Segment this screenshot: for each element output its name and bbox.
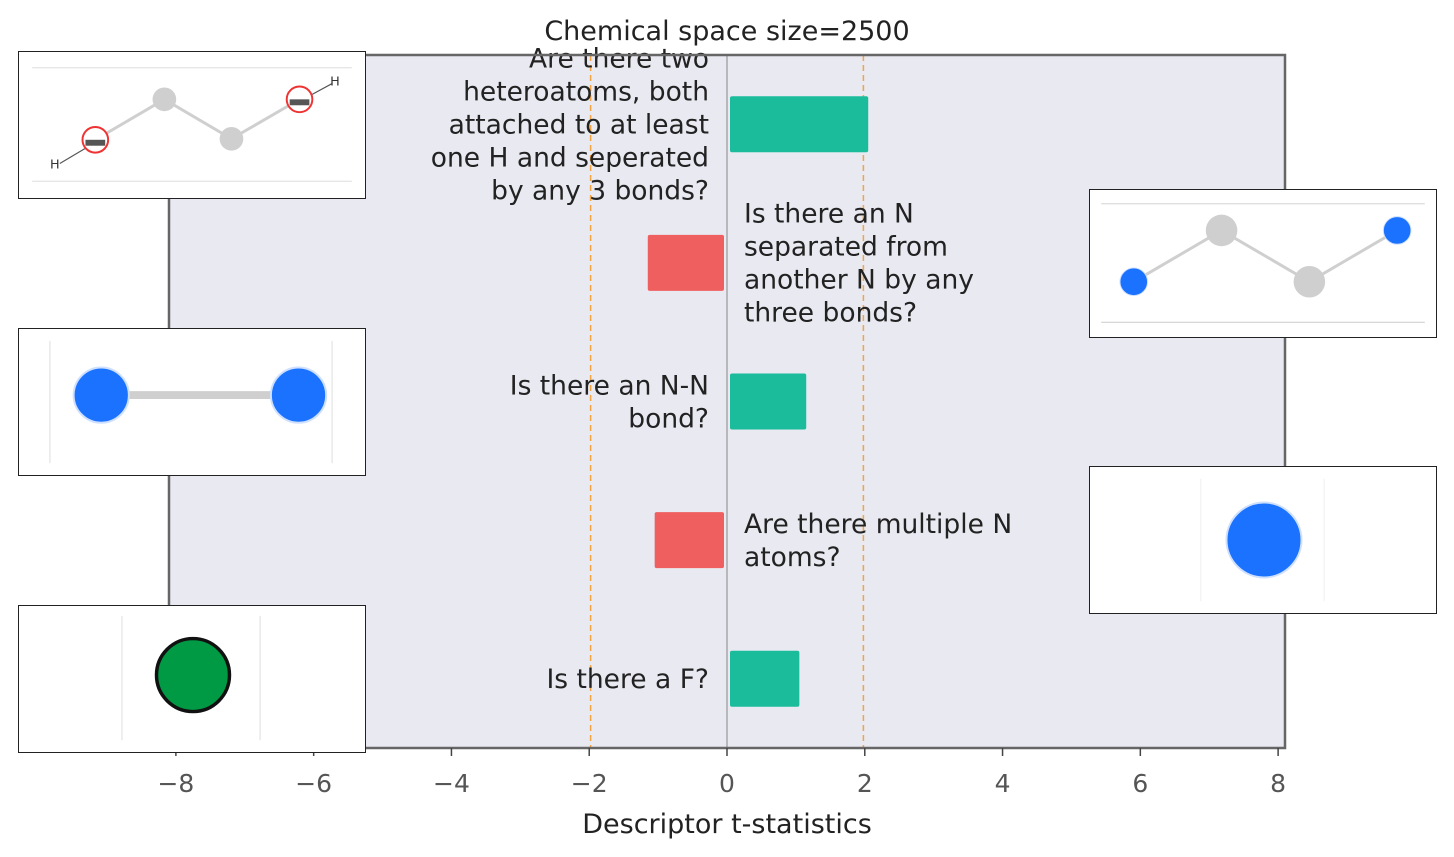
inset-fluorine — [18, 605, 366, 753]
x-tick-label-5: 2 — [857, 769, 873, 798]
bar-0 — [730, 96, 869, 153]
molecule-n-atom-icon — [1200, 478, 1325, 602]
x-tick-label-2: −4 — [433, 769, 470, 798]
x-tick-label-1: −6 — [295, 769, 332, 798]
bar-2 — [730, 373, 807, 430]
bar-4 — [730, 650, 800, 707]
x-tick-label-3: −2 — [571, 769, 608, 798]
inset-heteroatom-path: H H — [18, 51, 366, 199]
inset-n-n-bond — [18, 328, 366, 476]
bar-label-1-line-1: separated from — [744, 232, 948, 263]
bar-label-2: Is there an N-N bond? — [510, 370, 709, 434]
chart-title: Chemical space size=2500 — [544, 16, 909, 47]
bar-label-2-line-1: bond? — [628, 403, 709, 434]
x-tick-label-7: 6 — [1132, 769, 1148, 798]
x-tick-label-4: 0 — [719, 769, 735, 798]
inset-multiple-n — [1089, 466, 1437, 614]
molecule-n-c-c-n-icon — [1101, 203, 1425, 323]
bar-label-0-line-3: one H and seperated — [431, 143, 709, 174]
molecule-n-n-icon — [49, 340, 333, 464]
bar-3 — [654, 512, 724, 569]
bar-label-2-line-0: Is there an N-N — [510, 370, 709, 401]
bar-1 — [647, 234, 724, 291]
bar-label-0-line-1: heteroatoms, both — [463, 77, 709, 108]
bar-label-3-line-0: Are there multiple N — [744, 509, 1012, 540]
bar-label-0-line-2: attached to at least — [449, 110, 709, 141]
bar-label-4-line-0: Is there a F? — [546, 664, 709, 695]
bar-label-1-line-0: Is there an N — [744, 199, 914, 230]
bar-label-0: Are there two heteroatoms, both attached t… — [431, 44, 709, 207]
bar-label-3-line-1: atoms? — [744, 542, 841, 573]
bar-label-0-line-4: by any 3 bonds? — [491, 176, 709, 207]
bar-label-1-line-2: another N by any — [744, 265, 974, 296]
bar-label-1-line-3: three bonds? — [744, 298, 917, 329]
inset-n-three-bonds — [1089, 189, 1437, 338]
molecule-f-atom-icon — [121, 615, 261, 741]
x-axis-label: Descriptor t-statistics — [582, 809, 872, 840]
bar-label-4: Is there a F? — [546, 664, 709, 695]
bar-label-0-line-0: Are there two — [529, 44, 709, 75]
hydrogen-label-right: H — [330, 75, 340, 90]
molecule-o-c-c-o-icon: H H — [32, 67, 352, 182]
hydrogen-label-left: H — [50, 157, 60, 172]
x-tick-label-6: 4 — [995, 769, 1011, 798]
x-tick-label-8: 8 — [1270, 769, 1286, 798]
x-tick-label-0: −8 — [157, 769, 194, 798]
